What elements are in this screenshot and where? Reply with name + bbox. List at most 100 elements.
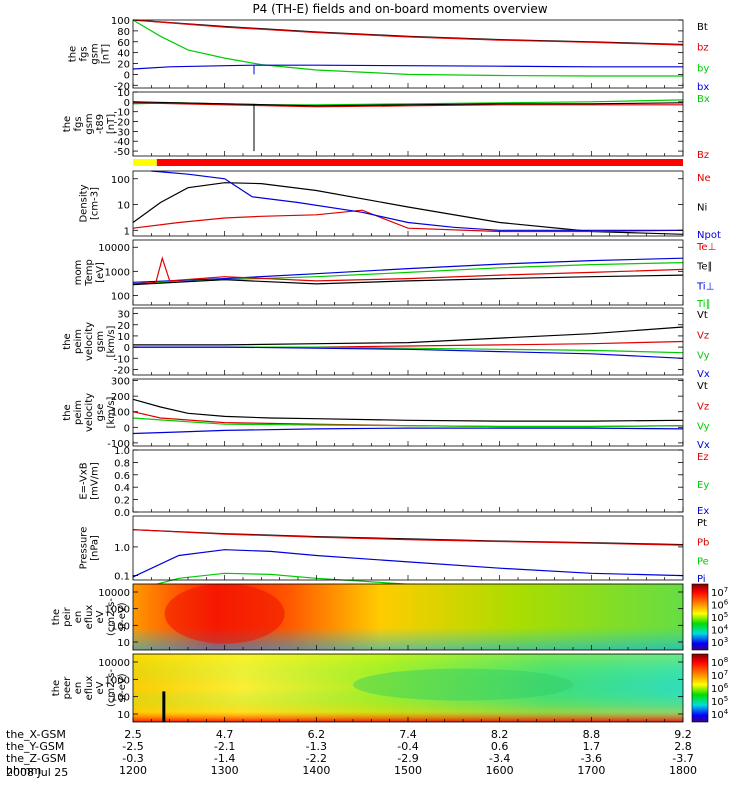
x-axis-value: 4.7: [216, 728, 234, 741]
colorbar: [691, 583, 709, 651]
y-tick-label: 0: [124, 343, 130, 354]
y-tick-label: -20: [114, 81, 130, 92]
colorbar-tick-label: 106: [711, 682, 729, 695]
x-axis-value: 8.8: [583, 728, 601, 741]
legend-entry: Vy: [697, 351, 710, 362]
x-axis-table: the_X-GSM 2.5 4.7 6.2 7.4 8.2 8.8 9.2 the_Y-GSM -…: [6, 728, 697, 777]
series-pb-line: [132, 529, 684, 546]
x-axis-value: 1700: [577, 764, 605, 777]
x-axis-value: 2.8: [674, 740, 692, 753]
x-axis-value: -2.2: [306, 752, 327, 765]
x-axis-value: 8.2: [491, 728, 509, 741]
legend-entry: Pb: [697, 537, 709, 548]
panel-density: Ne Ni Npot 100 10 1 Density [cm-3]: [79, 170, 721, 241]
legend-entry: Vz: [697, 401, 709, 412]
x-axis-value: 1.7: [583, 740, 601, 753]
y-tick-label: 10: [117, 332, 130, 343]
y-axis-label-line: (cm2-s-: [106, 669, 117, 707]
y-tick-label: -10: [114, 108, 130, 119]
date-label: 2008 Jul 25: [6, 766, 68, 779]
y-tick-label: -100: [107, 439, 130, 450]
y-tick-label: 60: [117, 38, 130, 49]
y-tick-label: 0.1: [114, 572, 130, 583]
panel-e_vxb: Ez Ey Ex 1.00.8 0.60.4 0.20.0 E=-VxB [mV/m]: [79, 446, 710, 519]
y-tick-label: 0.6: [114, 471, 130, 482]
heatmap-hot-region: [164, 583, 285, 644]
y-tick-label: 1.0: [114, 543, 130, 554]
y-tick-label: 10: [117, 710, 130, 721]
panel-fgs_gsm_t89: Bx Bz 100-10-20-30-40-50 the fgs gsm -t89 [nT]: [62, 88, 710, 161]
y-tick-label: 200: [111, 392, 130, 403]
y-tick-label: -40: [114, 137, 130, 148]
panel-frame: [132, 170, 684, 237]
panel-frame: [132, 307, 684, 376]
y-tick-label: 10000: [98, 658, 130, 669]
series-bt-line: [132, 19, 684, 46]
y-tick-label: 10: [117, 88, 130, 99]
colorbar-tick-exponent: 8: [724, 656, 728, 664]
y-axis-label: the peer en eflux eV (cm2-s-sr-eV): [51, 669, 128, 707]
y-axis-label-line: [km/s]: [106, 396, 117, 428]
y-axis-label-line: peir: [62, 606, 73, 626]
y-tick-label: 1000: [105, 605, 130, 616]
x-axis-value: 1500: [394, 764, 422, 777]
y-tick-label: 0: [124, 70, 130, 81]
legend-entry: Ti⊥: [696, 281, 714, 292]
colorbar-tick-exponent: 7: [724, 669, 728, 677]
y-axis-label-line: gsm: [95, 331, 106, 352]
colorbar-tick-label: 104: [711, 624, 729, 637]
colorbar-tick-label: 107: [711, 669, 728, 682]
series-vt-line: [132, 398, 684, 422]
y-tick-label: 0.4: [114, 483, 130, 494]
y-axis-label: Pressure [nPa]: [79, 527, 101, 570]
y-tick-label: 10: [117, 201, 130, 212]
y-axis-label-line: eflux: [84, 676, 95, 701]
series-bz-line: [132, 102, 683, 108]
series-te∥-line: [132, 274, 684, 286]
x-axis-value: -3.4: [489, 752, 510, 765]
y-axis-label-line: Pressure: [79, 527, 90, 570]
y-axis-label-line: the: [68, 46, 79, 62]
panel-pressure: Pt Pb Pe Pi 1.0 0.1 Pressure [nPa]: [79, 515, 709, 592]
y-axis-label-line: eV: [95, 610, 106, 623]
y-axis-label-line: fgs: [79, 46, 90, 61]
figure-title: P4 (TH-E) fields and on-board moments ov…: [252, 2, 547, 16]
y-axis-label-line: velocity: [84, 393, 95, 432]
panel-mom_temp: Te⊥ Te∥ Ti⊥ Ti∥ 10000 1000 100 mom Temp [eV]: [73, 239, 716, 310]
series-vx-line: [133, 346, 684, 359]
quality-bar-segment: [133, 159, 157, 166]
quality-bar-segment: [156, 159, 684, 166]
series-ti⊥-line: [132, 257, 684, 283]
series-npot-line: [151, 170, 683, 231]
y-tick-label: 40: [117, 49, 130, 60]
y-tick-label: 10: [117, 638, 130, 649]
y-tick-label: 0.8: [114, 458, 130, 469]
legend-entry: bx: [697, 82, 709, 93]
legend-entry: Pt: [697, 518, 707, 529]
y-axis-label: the peim velocity gsm [km/s]: [62, 322, 117, 361]
colorbar-tick-label: 108: [711, 656, 728, 669]
legend-entry: Ez: [697, 452, 709, 463]
y-tick-label: 100: [111, 408, 130, 419]
x-axis-value: 0.6: [491, 740, 509, 753]
panel-peim_velocity_gse: Vt Vz Vy Vx 300 200 100 0 -100 the peim velocity gse…: [62, 377, 710, 451]
y-axis-label-line: (cm2-s-: [106, 598, 117, 636]
y-tick-label: 30: [117, 310, 130, 321]
y-axis-label: the fgs gsm -t89 [nT]: [62, 113, 117, 134]
y-tick-label: 20: [117, 321, 130, 332]
y-axis-label-line: [mV/m]: [90, 462, 101, 500]
y-tick-label: 100: [111, 291, 130, 302]
legend-entry: Bx: [697, 94, 710, 105]
legend-entry: bz: [697, 43, 709, 54]
y-tick-label: 80: [117, 27, 130, 38]
legend-entry: Vx: [697, 440, 710, 451]
series-ni-line: [132, 182, 684, 235]
y-tick-label: 0: [124, 98, 130, 109]
y-axis-label-line: velocity: [84, 322, 95, 361]
legend-entry: Ey: [697, 480, 709, 491]
x-axis-value: -0.4: [397, 740, 418, 753]
legend-entry: Ex: [697, 506, 709, 517]
legend-entry: by: [697, 63, 709, 74]
x-axis-value: 7.4: [399, 728, 417, 741]
